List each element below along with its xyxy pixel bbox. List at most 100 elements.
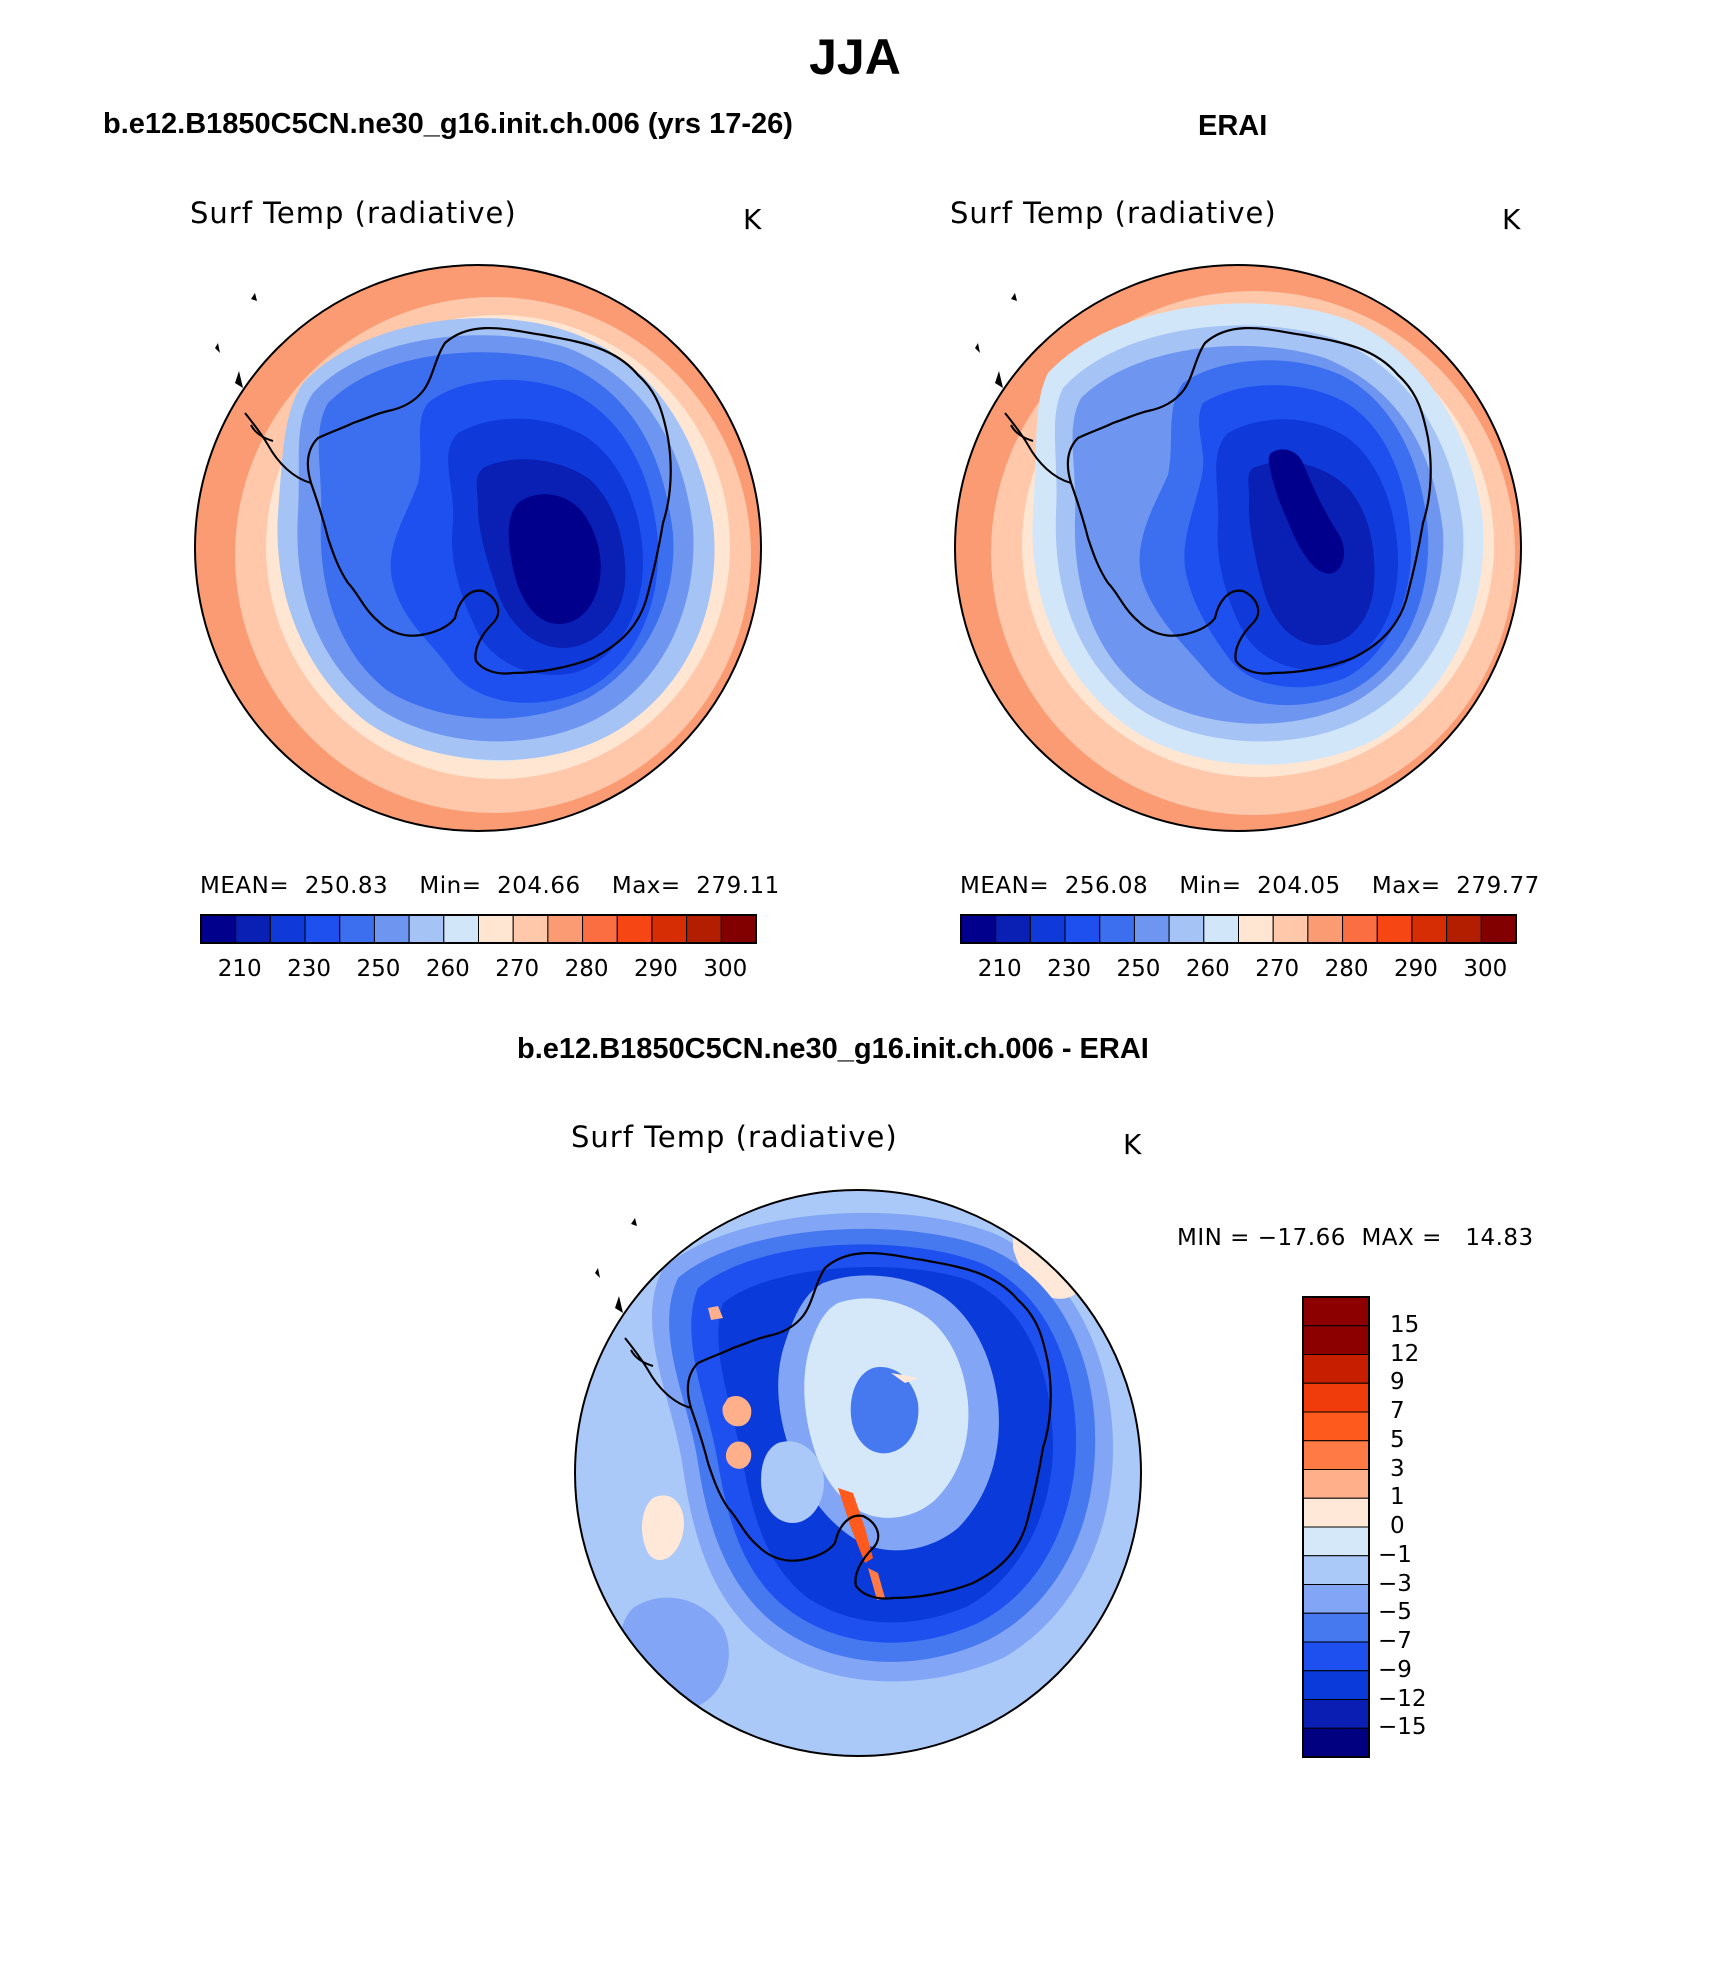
colorbar-tick-label: −15 [1378, 1714, 1427, 1741]
stats-model: MEAN= 250.83 Min= 204.66 Max= 279.11 [200, 873, 780, 899]
colorbar-tick-label: 1 [1390, 1484, 1405, 1511]
colorbar-swatch [1302, 1440, 1370, 1470]
colorbar-swatch [995, 914, 1031, 944]
colorbar-swatch [1302, 1699, 1370, 1729]
colorbar-obs [960, 914, 1517, 944]
colorbar-ticks-model: 210 230 250 260 270 280 290 300 [201, 950, 756, 982]
colorbar-swatch [1238, 914, 1274, 944]
colorbar-swatch [651, 914, 688, 944]
colorbar-tick-label: 300 [703, 956, 748, 982]
colorbar-swatch [443, 914, 479, 944]
colorbar-tick-label: −1 [1378, 1541, 1412, 1568]
colorbar-tick-label: 300 [1463, 956, 1508, 982]
colorbar-swatch [1302, 1411, 1370, 1442]
colorbar-swatch [1302, 1497, 1370, 1528]
variable-label-obs: Surf Temp (radiative) [950, 196, 1277, 230]
panel-title-obs: ERAI [1198, 110, 1268, 142]
colorbar-tick-label: 230 [1047, 956, 1091, 982]
units-label-diff: K [1123, 1128, 1142, 1161]
colorbar-swatch [1302, 1584, 1370, 1614]
colorbar-swatch [1168, 914, 1205, 944]
colorbar-tick-label: −12 [1378, 1685, 1427, 1712]
colorbar-swatch [373, 914, 410, 944]
colorbar-swatch [1302, 1670, 1370, 1700]
colorbar-swatch [1411, 914, 1448, 944]
colorbar-swatch [1307, 914, 1344, 944]
colorbar-swatch [960, 914, 997, 944]
colorbar-tick-label: 9 [1390, 1369, 1405, 1396]
colorbar-swatch [408, 914, 445, 944]
colorbar-swatch [339, 914, 375, 944]
colorbar-tick-label: 12 [1390, 1340, 1420, 1367]
colorbar-frame [1302, 1296, 1370, 1758]
panel-title-model: b.e12.B1850C5CN.ne30_g16.init.ch.006 (yr… [103, 108, 793, 140]
stats-diff: MIN = −17.66 MAX = 14.83 [1177, 1225, 1534, 1251]
page-title: JJA [809, 29, 901, 85]
colorbar-tick-label: 280 [564, 956, 609, 982]
colorbar-tick-label: 260 [1185, 956, 1230, 982]
colorbar-tick-label: 250 [356, 956, 401, 982]
colorbar-tick-label: 270 [495, 956, 540, 982]
colorbar-tick-label: 280 [1324, 956, 1369, 982]
colorbar-tick-label: 230 [287, 956, 331, 982]
colorbar-swatch [1302, 1382, 1370, 1413]
colorbar-swatch [616, 914, 653, 944]
panel-title-diff: b.e12.B1850C5CN.ne30_g16.init.ch.006 - E… [517, 1033, 1149, 1065]
colorbar-swatch [304, 914, 341, 944]
polar-map-obs [954, 264, 1522, 832]
colorbar-swatch [1376, 914, 1413, 944]
colorbar-tick-label: 15 [1390, 1311, 1420, 1338]
colorbar-swatch [1099, 914, 1135, 944]
colorbar-swatch [1302, 1296, 1370, 1327]
colorbar-frame [960, 914, 1517, 944]
colorbar-tick-label: −7 [1378, 1628, 1412, 1654]
colorbar-swatch [1133, 914, 1170, 944]
colorbar-swatch [1302, 1354, 1370, 1384]
colorbar-swatch [1302, 1469, 1370, 1499]
units-label-obs: K [1502, 203, 1521, 236]
colorbar-tick-label: 250 [1116, 956, 1161, 982]
colorbar-swatch [200, 914, 237, 944]
colorbar-model [200, 914, 757, 944]
colorbar-swatch [269, 914, 306, 944]
colorbar-swatch [1302, 1325, 1370, 1355]
colorbar-tick-label: 270 [1255, 956, 1300, 982]
colorbar-swatch [1203, 914, 1239, 944]
colorbar-swatch [478, 914, 514, 944]
colorbar-tick-label: 3 [1390, 1455, 1405, 1482]
colorbar-tick-label: 290 [633, 956, 678, 982]
colorbar-ticks-diff: 15 12 9 7 5 3 1 0 −1 −3 −5 −7 −9 −12 −15 [1378, 1297, 1478, 1759]
colorbar-tick-label: 260 [425, 956, 470, 982]
polar-map-diff [574, 1189, 1142, 1757]
colorbar-tick-label: 210 [977, 956, 1022, 982]
colorbar-tick-label: −5 [1378, 1599, 1412, 1626]
colorbar-swatch [547, 914, 584, 944]
units-label-model: K [743, 203, 762, 236]
colorbar-swatch [1302, 1727, 1370, 1758]
colorbar-swatch [1480, 914, 1517, 944]
colorbar-ticks-obs: 210 230 250 260 270 280 290 300 [961, 950, 1516, 982]
variable-label-model: Surf Temp (radiative) [190, 196, 517, 230]
colorbar-diff [1302, 1296, 1370, 1758]
colorbar-tick-label: 5 [1390, 1426, 1405, 1453]
colorbar-tick-label: 290 [1393, 956, 1438, 982]
colorbar-swatch [1446, 914, 1482, 944]
colorbar-swatch [1302, 1555, 1370, 1585]
colorbar-swatch [1302, 1526, 1370, 1557]
colorbar-frame [200, 914, 757, 944]
colorbar-swatch [512, 914, 549, 944]
colorbar-swatch [686, 914, 722, 944]
colorbar-tick-label: −9 [1378, 1656, 1412, 1683]
colorbar-swatch [582, 914, 618, 944]
stats-obs: MEAN= 256.08 Min= 204.05 Max= 279.77 [960, 873, 1540, 899]
colorbar-swatch [1342, 914, 1378, 944]
colorbar-swatch [1029, 914, 1066, 944]
colorbar-tick-label: 0 [1390, 1513, 1405, 1539]
colorbar-tick-label: 7 [1390, 1398, 1405, 1424]
colorbar-swatch [1272, 914, 1309, 944]
colorbar-tick-label: 210 [217, 956, 262, 982]
colorbar-swatch [720, 914, 757, 944]
variable-label-diff: Surf Temp (radiative) [571, 1120, 898, 1154]
polar-map-model [194, 264, 762, 832]
colorbar-swatch [1064, 914, 1101, 944]
